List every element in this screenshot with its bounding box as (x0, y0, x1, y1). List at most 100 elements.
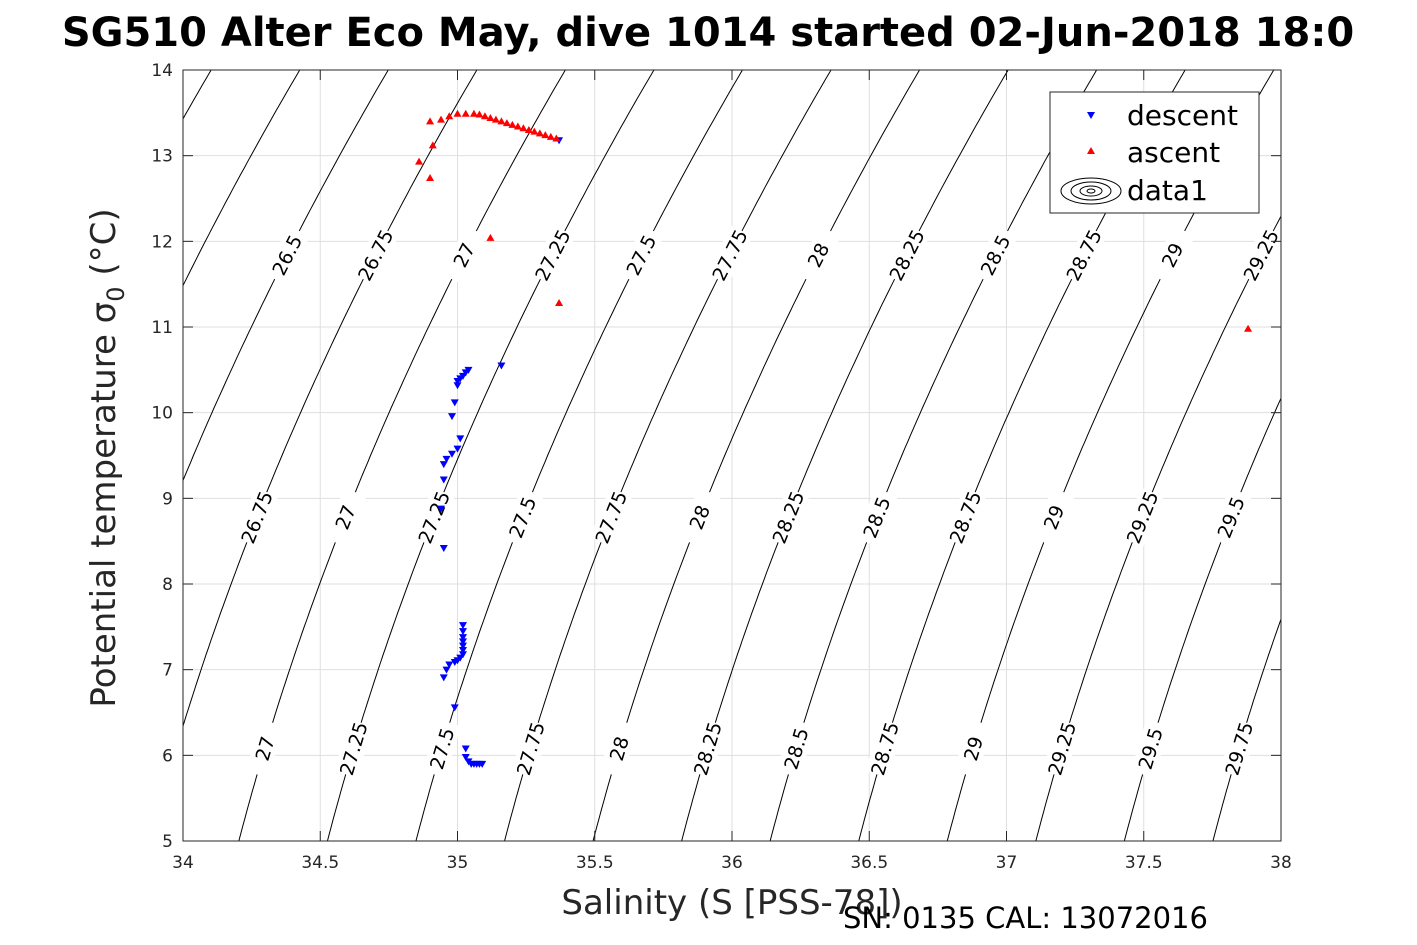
contour-label-background (618, 225, 664, 285)
y-tick-label: 10 (151, 404, 173, 424)
y-axis-label-main: Potential temperature σ (84, 302, 124, 708)
contour-label-background (776, 719, 816, 778)
ascent-point (437, 115, 446, 123)
ascent-point (486, 113, 495, 121)
descent-point (461, 754, 470, 762)
y-tick-label: 6 (162, 746, 173, 766)
ascent-point (480, 112, 489, 120)
y-tick-label: 14 (151, 61, 173, 81)
x-tick-label: 35 (447, 853, 469, 873)
descent-point (439, 674, 448, 682)
contour-label-background (529, 225, 576, 285)
contour-label-group: 27 (245, 719, 284, 778)
contour-label-background (422, 719, 462, 778)
contour-label-background (235, 487, 278, 547)
contour-label-background (263, 225, 310, 285)
y-tick-label: 7 (162, 661, 173, 681)
y-tick-label: 12 (151, 232, 173, 252)
ascent-point (502, 119, 511, 127)
descent-point (450, 399, 459, 407)
legend-label-descent: descent (1127, 99, 1238, 132)
density-contour-line (1295, 44, 1417, 866)
descent-point (450, 704, 459, 712)
descent-point (497, 362, 506, 370)
ascent-point (1244, 324, 1253, 332)
descent-point (456, 435, 465, 443)
chart-title: SG510 Alter Eco May, dive 1014 started 0… (62, 10, 1354, 56)
y-axis-label-subscript: 0 (102, 286, 130, 301)
contour-label-background (599, 719, 639, 778)
legend-marker-data1 (1060, 177, 1122, 205)
contour-label-background (795, 225, 842, 285)
ascent-point (497, 117, 506, 125)
legend-marker-ascent (1087, 147, 1095, 154)
x-tick-label: 36.5 (850, 853, 888, 873)
density-contour-line (183, 70, 301, 287)
y-tick-label: 5 (162, 832, 173, 852)
ascent-point (428, 141, 437, 149)
contour-label-background (1237, 225, 1284, 285)
ascent-point (555, 299, 564, 307)
contour-label-background (953, 719, 993, 778)
contour-label-background (1219, 719, 1259, 778)
descent-point (458, 628, 467, 636)
ascent-point (535, 129, 544, 137)
descent-point (445, 661, 454, 669)
contour-label-background (865, 719, 904, 778)
contour-label-background (440, 225, 487, 285)
contour-label-background (1149, 225, 1196, 285)
contour-label-background (324, 487, 367, 547)
contour-label-background (1042, 719, 1081, 778)
ascent-point (541, 131, 550, 139)
y-tick-label: 13 (151, 147, 173, 167)
descent-point (453, 382, 462, 390)
y-tick-label: 9 (162, 489, 173, 509)
ascent-point (415, 157, 424, 165)
contour-label-background (245, 719, 284, 778)
descent-point (442, 455, 451, 463)
contour-label-background (511, 719, 550, 778)
contour-label-background (1060, 225, 1107, 285)
y-axis-label: Potential temperature σ0 (°C) (84, 208, 130, 707)
contour-label-background (943, 487, 987, 547)
density-contour-line (183, 70, 478, 728)
ascent-point (445, 112, 454, 120)
descent-point (439, 545, 448, 553)
x-tick-label: 34.5 (301, 853, 339, 873)
ascent-point (426, 117, 435, 125)
descent-point (478, 760, 487, 768)
ascent-point (426, 173, 435, 181)
x-axis-label: Salinity (S [PSS-78]) (561, 883, 902, 923)
contour-label-background (589, 487, 633, 547)
y-tick-label: 11 (151, 318, 173, 338)
ascent-point (469, 109, 478, 117)
x-tick-label: 36 (721, 853, 743, 873)
contour-label-background (766, 487, 810, 547)
footer-serial: SN: 0135 CAL: 13072016 (843, 901, 1208, 935)
ascent-point (524, 125, 533, 133)
descent-point (442, 666, 451, 674)
ascent-point (552, 134, 561, 142)
ascent-point (530, 127, 539, 135)
data-points (415, 109, 1253, 768)
legend-label-ascent: ascent (1127, 136, 1220, 169)
contour-label-background (972, 225, 1019, 285)
ascent-point (546, 132, 555, 140)
descent-point (458, 642, 467, 650)
y-tick-label: 8 (162, 575, 173, 595)
ascent-point (508, 120, 517, 128)
descent-point (453, 377, 462, 385)
ascent-point (513, 122, 522, 130)
descent-point (450, 658, 459, 666)
descent-point (448, 450, 457, 458)
contour-label-background (1032, 487, 1075, 547)
x-tick-label: 34 (172, 853, 194, 873)
descent-point (458, 638, 467, 646)
contour-label-background (501, 487, 544, 547)
descent-point (448, 413, 457, 421)
contour-label-background (334, 719, 373, 778)
descent-point (439, 476, 448, 484)
x-tick-label: 38 (1270, 853, 1292, 873)
ascent-point (486, 233, 495, 241)
